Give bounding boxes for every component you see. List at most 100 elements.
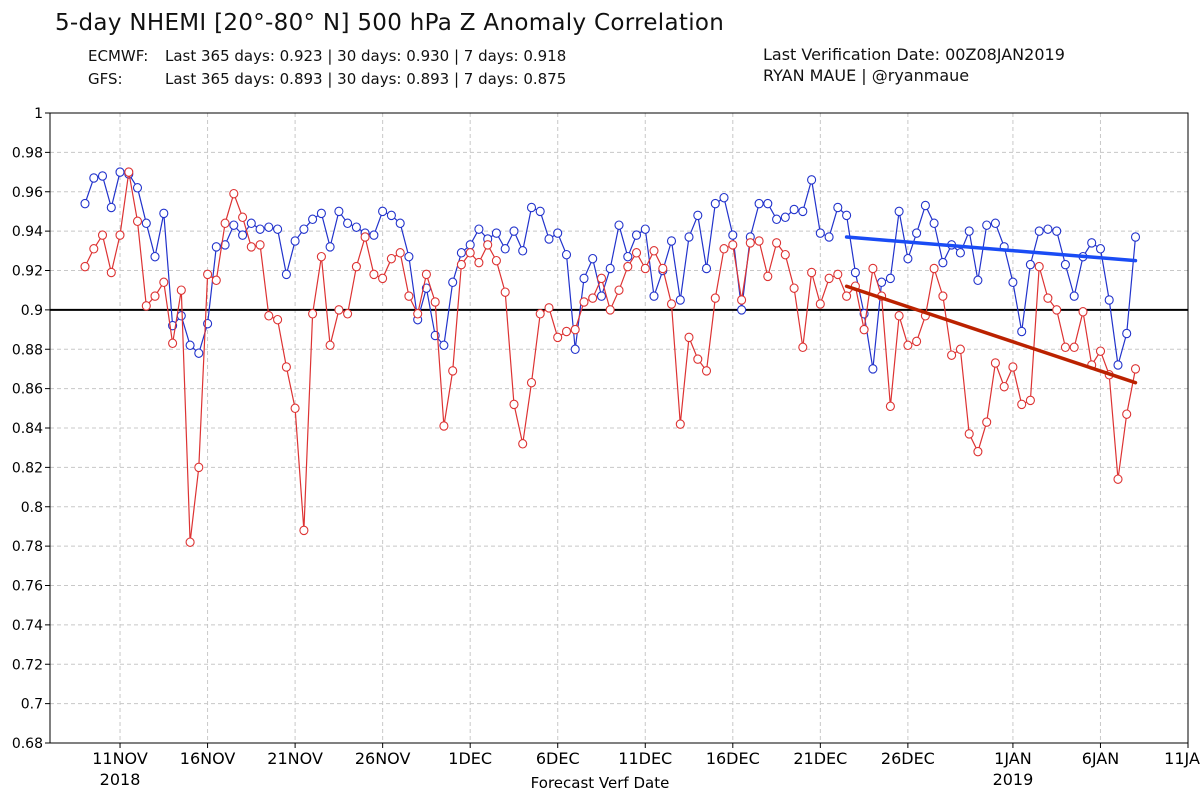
ecmwf-point xyxy=(194,348,204,358)
gfs-point xyxy=(246,242,256,252)
ecmwf-point xyxy=(211,242,221,252)
gfs-point xyxy=(833,269,843,280)
ecmwf-point xyxy=(666,236,677,246)
author-credit: RYAN MAUE | @ryanmaue xyxy=(763,66,970,85)
y-tick-label: 0.76 xyxy=(12,579,43,595)
ecmwf-point xyxy=(115,167,125,177)
ecmwf-point xyxy=(176,311,186,321)
x-tick-label: 11DEC xyxy=(618,749,672,768)
ecmwf-point xyxy=(982,220,992,230)
ecmwf-point xyxy=(964,226,974,236)
gfs-point xyxy=(1122,409,1132,419)
gfs-point xyxy=(89,244,99,254)
y-tick-label: 0.74 xyxy=(12,618,43,634)
gfs-point xyxy=(526,377,537,388)
ecmwf-point xyxy=(842,210,852,221)
gfs-point xyxy=(955,344,965,355)
y-tick-label: 1 xyxy=(34,106,43,122)
x-tick-label: 6JAN xyxy=(1082,749,1120,768)
ecmwf-point xyxy=(448,277,458,288)
gfs-point xyxy=(211,275,221,286)
gfs-point xyxy=(430,297,440,307)
gfs-point xyxy=(561,326,572,337)
gfs-point xyxy=(973,446,983,457)
ecmwf-point xyxy=(1130,232,1141,242)
gfs-point xyxy=(807,267,817,278)
gfs-point xyxy=(465,248,475,258)
gfs-point xyxy=(369,269,379,280)
gfs-point xyxy=(579,297,589,307)
gfs-point xyxy=(570,324,580,335)
gfs-point xyxy=(491,255,501,266)
gfs-point xyxy=(588,293,598,303)
y-tick-label: 0.98 xyxy=(12,145,43,161)
x-tick-label: 1JAN xyxy=(994,749,1032,768)
ecmwf-point xyxy=(1069,291,1079,301)
ecmwf-point xyxy=(465,240,475,250)
ecmwf-point xyxy=(456,248,466,258)
ecmwf-point xyxy=(378,206,388,217)
gfs-point xyxy=(605,305,615,315)
ecmwf-point xyxy=(395,218,405,229)
ecmwf-point xyxy=(693,210,703,221)
x-tick-label: 6DEC xyxy=(536,749,580,768)
ecmwf-point xyxy=(605,263,615,274)
x-tick-label: 11NOV xyxy=(92,749,148,768)
gfs-point xyxy=(1078,307,1088,317)
ecmwf-point xyxy=(1122,328,1132,339)
gfs-point xyxy=(509,399,519,410)
gfs-point xyxy=(947,350,957,360)
gfs-label: GFS: xyxy=(88,70,123,88)
gfs-point xyxy=(903,340,913,351)
ecmwf-point xyxy=(1095,244,1106,254)
gfs-point xyxy=(745,238,755,248)
ecmwf-point xyxy=(264,222,274,232)
gfs-point xyxy=(693,354,703,364)
x-tick-year-label: 2018 xyxy=(100,770,141,789)
gfs-line xyxy=(84,171,1137,543)
x-tick-label: 21NOV xyxy=(267,749,323,768)
gfs-point xyxy=(80,261,90,272)
y-tick-label: 0.96 xyxy=(12,185,43,201)
gfs-point xyxy=(640,263,650,274)
y-tick-label: 0.82 xyxy=(12,460,43,476)
gfs-point xyxy=(982,417,992,427)
ecmwf-point xyxy=(1017,326,1027,337)
ecmwf-point xyxy=(1025,259,1035,270)
gfs-stats: Last 365 days: 0.893 | 30 days: 0.893 | … xyxy=(165,70,567,88)
ecmwf-point xyxy=(132,183,143,193)
gfs-point xyxy=(500,287,510,297)
gfs-point xyxy=(859,324,869,335)
axes: 0.68 0.7 0.72 0.74 0.76 0.78 0.8 0.82 0.84 0.86 0.… xyxy=(12,106,1200,789)
ecmwf-point xyxy=(588,253,598,264)
gfs-point xyxy=(1113,474,1123,484)
ecmwf-point xyxy=(938,257,948,268)
x-tick-label: 26NOV xyxy=(355,749,411,768)
gfs-point xyxy=(780,249,790,260)
gfs-point xyxy=(675,419,685,429)
gfs-point xyxy=(999,381,1009,392)
gfs-point xyxy=(132,216,143,227)
gfs-point xyxy=(1130,364,1141,374)
ecmwf-point xyxy=(807,175,817,185)
ecmwf-point xyxy=(509,226,519,236)
x-tick-year-label: 2019 xyxy=(993,770,1034,789)
ecmwf-point xyxy=(491,228,501,238)
ecmwf-point xyxy=(1043,224,1053,234)
gfs-point xyxy=(885,401,895,412)
ecmwf-stats: Last 365 days: 0.923 | 30 days: 0.930 | … xyxy=(165,47,567,65)
gfs-point xyxy=(150,291,160,301)
gfs-point xyxy=(194,462,204,473)
gfs-point xyxy=(273,314,283,325)
ecmwf-point xyxy=(780,212,790,223)
x-axis-label: Forecast Verf Date xyxy=(531,774,670,792)
gfs-point xyxy=(658,263,668,274)
x-tick-label: 16NOV xyxy=(180,749,236,768)
ecmwf-point xyxy=(710,198,720,209)
ecmwf-point xyxy=(614,220,624,230)
ecmwf-point xyxy=(238,230,248,240)
y-tick-label: 0.84 xyxy=(12,421,43,437)
gfs-point xyxy=(159,277,169,288)
gfs-point xyxy=(290,403,300,414)
y-tick-label: 0.8 xyxy=(21,500,43,516)
